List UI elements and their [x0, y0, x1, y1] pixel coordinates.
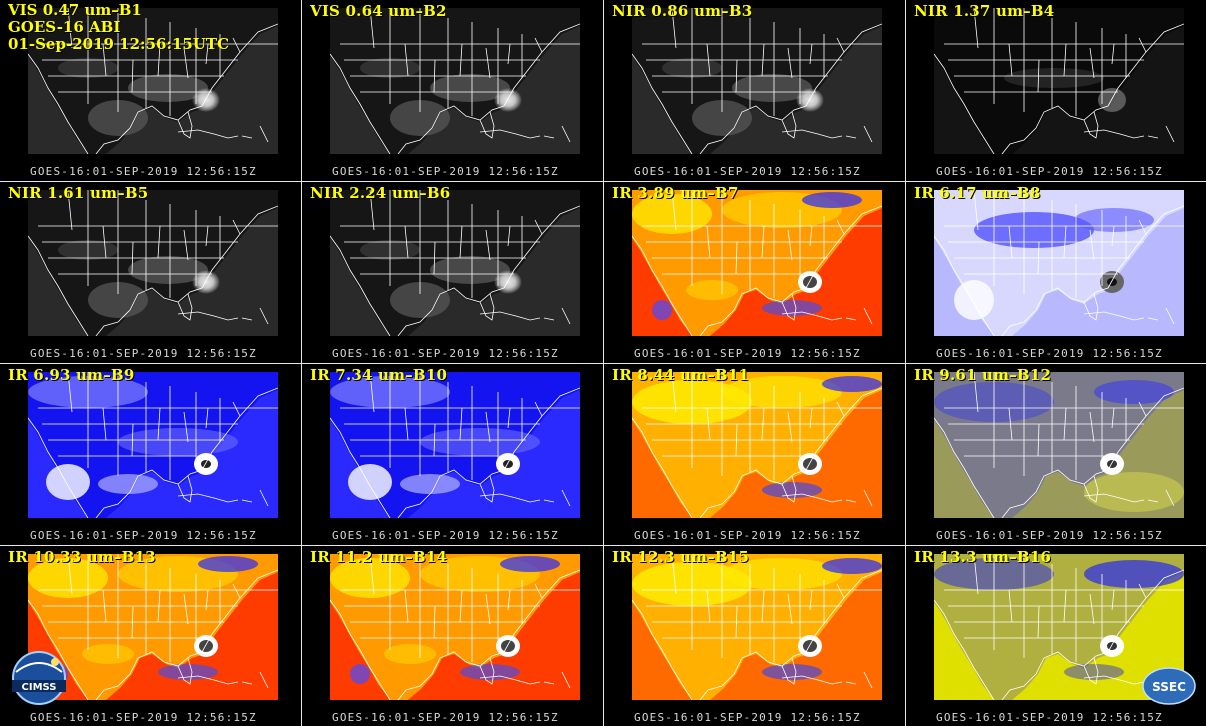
grid-divider: [0, 545, 1206, 546]
grid-divider: [0, 363, 1206, 364]
band-panel-b1: VIS 0.47 um–B1 GOES-16 ABI 01-Sep-2019 1…: [0, 0, 300, 180]
timestamp-label: GOES-16:01-SEP-2019 12:56:15Z: [30, 711, 257, 724]
satellite-image: [330, 8, 580, 154]
timestamp-label: GOES-16:01-SEP-2019 12:56:15Z: [634, 711, 861, 724]
svg-text:SSEC: SSEC: [1152, 680, 1186, 694]
satellite-image: [934, 8, 1184, 154]
timestamp-label: GOES-16:01-SEP-2019 12:56:15Z: [936, 711, 1163, 724]
band-label: NIR 1.37 um–B4: [914, 2, 1055, 20]
timestamp-label: GOES-16:01-SEP-2019 12:56:15Z: [936, 165, 1163, 178]
satellite-image: [330, 554, 580, 700]
satellite-image: [330, 190, 580, 336]
svg-text:CIMSS: CIMSS: [22, 682, 57, 693]
grid-divider: [0, 181, 1206, 182]
band-label: IR 6.93 um–B9: [8, 366, 135, 384]
satellite-image: [28, 372, 278, 518]
band-panel-b2: VIS 0.64 um–B2 GOES-16:01-SEP-2019 12:56…: [302, 0, 602, 180]
band-panel-b9: IR 6.93 um–B9 GOES-16:01-SEP-2019 12:56:…: [0, 364, 300, 544]
satellite-image: [330, 372, 580, 518]
band-label: IR 10.33 um–B13: [8, 548, 156, 566]
band-label: IR 7.34 um–B10: [310, 366, 448, 384]
timestamp-label: GOES-16:01-SEP-2019 12:56:15Z: [634, 347, 861, 360]
band-panel-b14: IR 11.2 um–B14 GOES-16:01-SEP-2019 12:56…: [302, 546, 602, 726]
satellite-image: [632, 554, 882, 700]
band-label: IR 11.2 um–B14: [310, 548, 448, 566]
band-panel-b4: NIR 1.37 um–B4 GOES-16:01-SEP-2019 12:56…: [906, 0, 1206, 180]
satellite-instrument-label: GOES-16 ABI: [8, 18, 121, 36]
timestamp-label: GOES-16:01-SEP-2019 12:56:15Z: [332, 529, 559, 542]
band-panel-b15: IR 12.3 um–B15 GOES-16:01-SEP-2019 12:56…: [604, 546, 904, 726]
timestamp-label: GOES-16:01-SEP-2019 12:56:15Z: [936, 347, 1163, 360]
band-label: IR 9.61 um–B12: [914, 366, 1052, 384]
band-label: VIS 0.47 um–B1: [8, 1, 142, 19]
timestamp-label: GOES-16:01-SEP-2019 12:56:15Z: [634, 165, 861, 178]
band-label: IR 12.3 um–B15: [612, 548, 750, 566]
timestamp-label: GOES-16:01-SEP-2019 12:56:15Z: [332, 347, 559, 360]
band-panel-b5: NIR 1.61 um–B5 GOES-16:01-SEP-2019 12:56…: [0, 182, 300, 362]
timestamp-label: GOES-16:01-SEP-2019 12:56:15Z: [332, 711, 559, 724]
band-label: IR 3.89 um–B7: [612, 184, 739, 202]
band-label: VIS 0.64 um–B2: [310, 2, 447, 20]
band-panel-b7: IR 3.89 um–B7 GOES-16:01-SEP-2019 12:56:…: [604, 182, 904, 362]
timestamp-label: GOES-16:01-SEP-2019 12:56:15Z: [30, 529, 257, 542]
band-panel-b8: IR 6.17 um–B8 GOES-16:01-SEP-2019 12:56:…: [906, 182, 1206, 362]
cimss-logo: CIMSS: [12, 651, 66, 705]
satellite-image: [632, 8, 882, 154]
band-label: NIR 0.86 um–B3: [612, 2, 753, 20]
observation-time-label: 01-Sep-2019 12:56:15UTC: [8, 35, 230, 53]
band-label: NIR 1.61 um–B5: [8, 184, 149, 202]
satellite-image: [934, 372, 1184, 518]
image-header: VIS 0.47 um–B1 GOES-16 ABI 01-Sep-2019 1…: [8, 2, 229, 53]
timestamp-label: GOES-16:01-SEP-2019 12:56:15Z: [332, 165, 559, 178]
ssec-logo: SSEC: [1142, 667, 1196, 705]
band-panel-b6: NIR 2.24 um–B6 GOES-16:01-SEP-2019 12:56…: [302, 182, 602, 362]
band-label: IR 8.44 um–B11: [612, 366, 750, 384]
band-label: NIR 2.24 um–B6: [310, 184, 451, 202]
band-panel-b3: NIR 0.86 um–B3 GOES-16:01-SEP-2019 12:56…: [604, 0, 904, 180]
band-panel-b12: IR 9.61 um–B12 GOES-16:01-SEP-2019 12:56…: [906, 364, 1206, 544]
band-panel-b11: IR 8.44 um–B11 GOES-16:01-SEP-2019 12:56…: [604, 364, 904, 544]
satellite-image: [934, 190, 1184, 336]
timestamp-label: GOES-16:01-SEP-2019 12:56:15Z: [30, 165, 257, 178]
timestamp-label: GOES-16:01-SEP-2019 12:56:15Z: [30, 347, 257, 360]
satellite-image: [28, 190, 278, 336]
satellite-image: [632, 372, 882, 518]
timestamp-label: GOES-16:01-SEP-2019 12:56:15Z: [634, 529, 861, 542]
band-label: IR 13.3 um–B16: [914, 548, 1052, 566]
timestamp-label: GOES-16:01-SEP-2019 12:56:15Z: [936, 529, 1163, 542]
satellite-image: [632, 190, 882, 336]
band-panel-b10: IR 7.34 um–B10 GOES-16:01-SEP-2019 12:56…: [302, 364, 602, 544]
band-label: IR 6.17 um–B8: [914, 184, 1041, 202]
